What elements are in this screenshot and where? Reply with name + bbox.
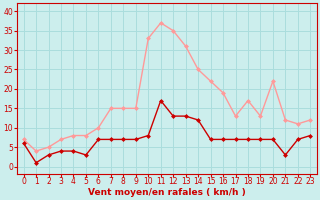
X-axis label: Vent moyen/en rafales ( km/h ): Vent moyen/en rafales ( km/h ) <box>88 188 246 197</box>
